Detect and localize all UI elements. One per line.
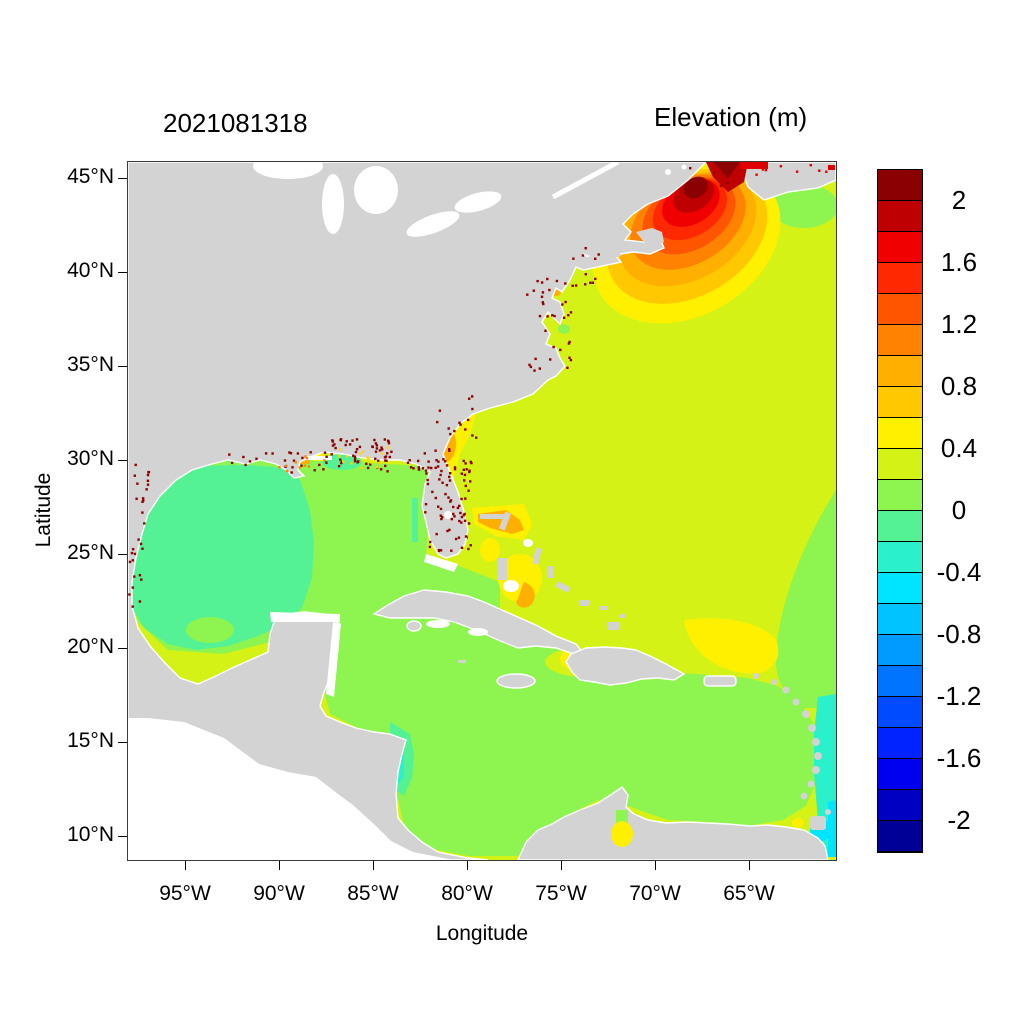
land-south-america [517, 786, 829, 860]
colorbar-segment [878, 201, 922, 231]
y-tick-mark [118, 647, 127, 649]
x-tick-mark [654, 861, 656, 870]
x-tick-label: 90°W [253, 882, 305, 905]
x-tick-label: 85°W [347, 882, 399, 905]
minas-basin-red-strip [740, 162, 768, 169]
y-tick-label: 15°N [67, 729, 114, 752]
colorbar-segment [878, 821, 922, 851]
pacific-no-data [128, 718, 454, 860]
colorbar-segment [878, 294, 922, 324]
land-cayman [458, 660, 466, 663]
colorbar-tick-label: 0 [951, 495, 967, 525]
x-tick-mark [372, 861, 374, 870]
land-puerto-rico [703, 675, 737, 687]
colorbar-segment [878, 697, 922, 727]
colorbar-segment [878, 604, 922, 634]
x-tick-label: 65°W [723, 882, 775, 905]
colorbar-tick-label: 2 [951, 185, 967, 215]
x-tick-label: 75°W [535, 882, 587, 905]
x-tick-mark [560, 861, 562, 870]
x-tick-mark [466, 861, 468, 870]
colorbar-tick-label: -1.6 [936, 743, 982, 773]
land-trinidad [810, 816, 826, 830]
x-tick-mark [278, 861, 280, 870]
st-lawrence-river [551, 162, 620, 200]
y-tick-label: 25°N [67, 541, 114, 564]
coastal-speckles [128, 164, 828, 608]
y-tick-mark [118, 365, 127, 367]
y-tick-mark [118, 741, 127, 743]
colorbar-segment [878, 511, 922, 541]
colorbar-segment [878, 263, 922, 293]
x-tick-mark [184, 861, 186, 870]
land-bahamas [480, 511, 626, 630]
y-tick-mark [118, 177, 127, 179]
y-tick-mark [118, 553, 127, 555]
colorbar-segment [878, 666, 922, 696]
y-tick-label: 45°N [67, 165, 114, 188]
land-lesser-antilles [753, 673, 831, 830]
elevation-map [128, 162, 836, 860]
land-cape-cod [636, 228, 664, 246]
colorbar-title: Elevation (m) [654, 102, 808, 132]
map-plot [127, 161, 837, 861]
colorbar-tick-label: -2 [947, 805, 971, 835]
colorbar-tick-label: 1.6 [940, 247, 978, 277]
colorbar-tick-label: 0.4 [940, 433, 978, 463]
land-jamaica [496, 673, 536, 689]
maracaibo-neck [616, 810, 628, 824]
colorbar-tick-label: -1.2 [936, 681, 982, 711]
colorbar-segment [878, 573, 922, 603]
colorbar-segment [878, 728, 922, 758]
y-axis-label: Latitude [32, 472, 55, 548]
land-hispaniola [565, 646, 686, 686]
x-tick-label: 95°W [159, 882, 211, 905]
x-tick-mark [748, 861, 750, 870]
colorbar-segment [878, 635, 922, 665]
colorbar-segment [878, 325, 922, 355]
x-axis-label: Longitude [435, 922, 529, 945]
colorbar [877, 169, 923, 853]
colorbar-segment [878, 449, 922, 479]
no-data-white-regions [128, 162, 687, 860]
lake-maracaibo [611, 821, 633, 847]
colorbar-tick-label: 1.2 [940, 309, 978, 339]
colorbar-segment [878, 356, 922, 386]
colorbar-tick-label: -0.4 [936, 557, 982, 587]
colorbar-tick-label: 0.8 [940, 371, 978, 401]
plot-date-title: 2021081318 [163, 108, 308, 138]
colorbar-segment [878, 232, 922, 262]
colorbar-segment [878, 759, 922, 789]
colorbar-segment [878, 387, 922, 417]
colorbar-segment [878, 542, 922, 572]
colorbar-segment [878, 480, 922, 510]
y-tick-mark [118, 459, 127, 461]
x-tick-label: 80°W [441, 882, 493, 905]
land-long-island [576, 250, 621, 266]
y-tick-label: 40°N [67, 259, 114, 282]
landmasses [128, 162, 836, 860]
land-cuba [372, 589, 586, 655]
land-isle-of-youth [406, 620, 422, 632]
colorbar-segment [878, 170, 922, 200]
y-tick-label: 20°N [67, 635, 114, 658]
y-tick-label: 35°N [67, 353, 114, 376]
x-tick-label: 70°W [629, 882, 681, 905]
y-tick-label: 10°N [67, 823, 114, 846]
colorbar-segment [878, 790, 922, 820]
y-tick-label: 30°N [67, 447, 114, 470]
y-tick-mark [118, 271, 127, 273]
colorbar-tick-label: -0.8 [936, 619, 982, 649]
y-tick-mark [118, 835, 127, 837]
colorbar-segment [878, 418, 922, 448]
great-lakes [253, 162, 502, 237]
